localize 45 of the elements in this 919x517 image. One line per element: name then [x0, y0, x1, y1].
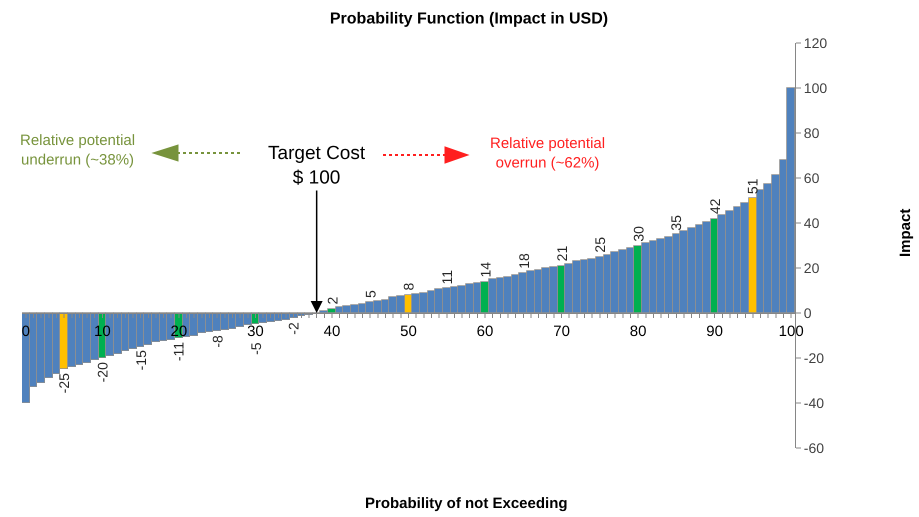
data-label: 30: [630, 226, 647, 242]
y-tick-label: -60: [804, 440, 824, 456]
data-label: -2: [286, 322, 302, 335]
x-tick-label: 0: [22, 323, 30, 340]
x-tick-label: 40: [324, 323, 340, 340]
y-tick-label: 120: [804, 34, 828, 51]
y-tick-label: 100: [804, 80, 828, 96]
y-tick-label: 20: [804, 260, 820, 276]
y-tick-label: 0: [804, 304, 812, 321]
data-label: 5: [362, 290, 378, 298]
data-label: -25: [56, 372, 72, 394]
data-label: -15: [132, 350, 149, 370]
y-axis-title: Impact: [897, 208, 914, 257]
data-label: -5: [248, 342, 264, 355]
x-tick-label: 50: [400, 323, 417, 340]
y-tick-label: -20: [804, 350, 824, 366]
x-tick-label: 90: [706, 323, 723, 340]
data-label: 2: [324, 296, 340, 304]
y-tick-label: 60: [804, 170, 820, 186]
x-tick-label: 60: [476, 323, 494, 340]
data-label: 11: [439, 270, 456, 285]
annotation: Relative potential overrun (~62%): [490, 135, 606, 172]
x-axis-title: Probability of not Exceeding: [365, 495, 568, 512]
data-label: -8: [210, 335, 226, 348]
chart-title: Probability Function (Impact in USD): [330, 10, 608, 28]
x-tick-label: 100: [778, 323, 804, 340]
annotation: Relative potential underrun (~38%): [20, 132, 136, 168]
data-label: -20: [94, 362, 110, 382]
data-label: 21: [554, 246, 570, 262]
data-label: 25: [592, 236, 608, 253]
annotation: Target Cost $ 100: [268, 143, 366, 189]
data-label: 14: [478, 262, 494, 278]
y-tick-label: 40: [804, 214, 820, 231]
data-label: 42: [707, 198, 724, 214]
x-tick-label: 10: [94, 323, 111, 340]
data-label: 35: [668, 214, 684, 231]
y-tick-label: -40: [804, 394, 824, 411]
x-tick-label: 80: [630, 323, 646, 340]
data-label: 8: [400, 282, 416, 290]
x-tick-label: 70: [553, 323, 570, 340]
data-label: 51: [744, 178, 761, 194]
y-tick-label: 80: [804, 124, 820, 141]
data-label: -11: [170, 342, 187, 362]
x-tick-label: 30: [247, 323, 264, 340]
data-label: 18: [516, 253, 532, 269]
